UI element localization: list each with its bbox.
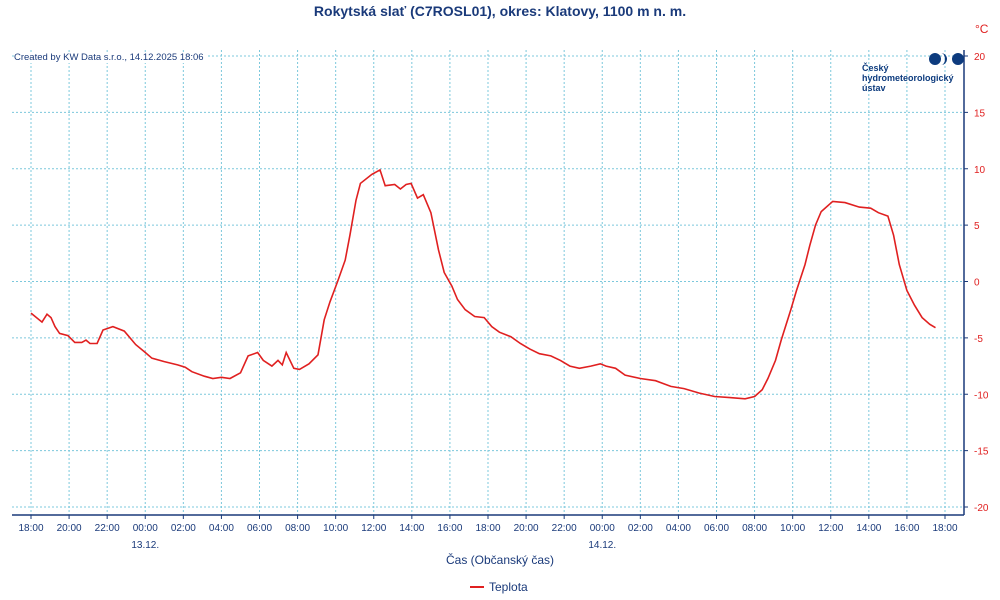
x-tick-label: 14:00 [399, 523, 424, 534]
x-tick-label: 12:00 [818, 523, 843, 534]
x-tick-label: 10:00 [323, 523, 348, 534]
x-tick-label: 06:00 [704, 523, 729, 534]
x-tick-label: 18:00 [475, 523, 500, 534]
y-tick-label: -5 [974, 334, 983, 345]
x-tick-label: 04:00 [666, 523, 691, 534]
chart-title: Rokytská slať (C7ROSL01), okres: Klatovy… [313, 3, 687, 19]
y-tick-label: 15 [974, 108, 986, 119]
y-tick-label: -20 [974, 503, 989, 514]
logo-line: hydrometeorologický [862, 73, 954, 83]
y-tick-label: -10 [974, 390, 989, 401]
x-tick-label: 16:00 [437, 523, 462, 534]
y-tick-label: 10 [974, 165, 986, 176]
x-tick-label: 00:00 [133, 523, 158, 534]
x-tick-label: 08:00 [742, 523, 767, 534]
y-tick-label: -15 [974, 447, 989, 458]
x-tick-label: 22:00 [95, 523, 120, 534]
logo-line: ústav [862, 83, 886, 93]
x-tick-label: 18:00 [18, 523, 43, 534]
y-tick-label: 0 [974, 278, 980, 289]
x-tick-label: 22:00 [552, 523, 577, 534]
y-tick-label: 5 [974, 221, 980, 232]
legend-label: Teplota [489, 580, 528, 594]
y-axis-unit: °C [975, 22, 989, 36]
x-tick-label: 16:00 [894, 523, 919, 534]
x-tick-label: 10:00 [780, 523, 805, 534]
x-tick-label: 18:00 [932, 523, 957, 534]
date-label: 13.12. [131, 540, 159, 551]
x-tick-label: 02:00 [171, 523, 196, 534]
series-line-teplota [30, 168, 936, 400]
logo-line: Český [862, 63, 889, 73]
legend[interactable]: Teplota [470, 580, 528, 594]
x-tick-label: 00:00 [590, 523, 615, 534]
y-tick-label: 20 [974, 52, 986, 63]
x-tick-label: 04:00 [209, 523, 234, 534]
chmi-logo: Český hydrometeorologický ústav [862, 52, 964, 93]
x-tick-label: 08:00 [285, 523, 310, 534]
x-axis-title: Čas (Občanský čas) [445, 553, 555, 567]
x-tick-label: 12:00 [361, 523, 386, 534]
logo-icon [929, 53, 964, 65]
x-tick-label: 02:00 [628, 523, 653, 534]
legend-swatch [470, 586, 484, 588]
x-tick-label: 20:00 [514, 523, 539, 534]
created-by-note: Created by KW Data s.r.o., 14.12.2025 18… [14, 52, 206, 63]
x-tick-label: 20:00 [57, 523, 82, 534]
x-tick-label: 14:00 [856, 523, 881, 534]
date-label: 14.12. [588, 540, 616, 551]
x-tick-label: 06:00 [247, 523, 272, 534]
